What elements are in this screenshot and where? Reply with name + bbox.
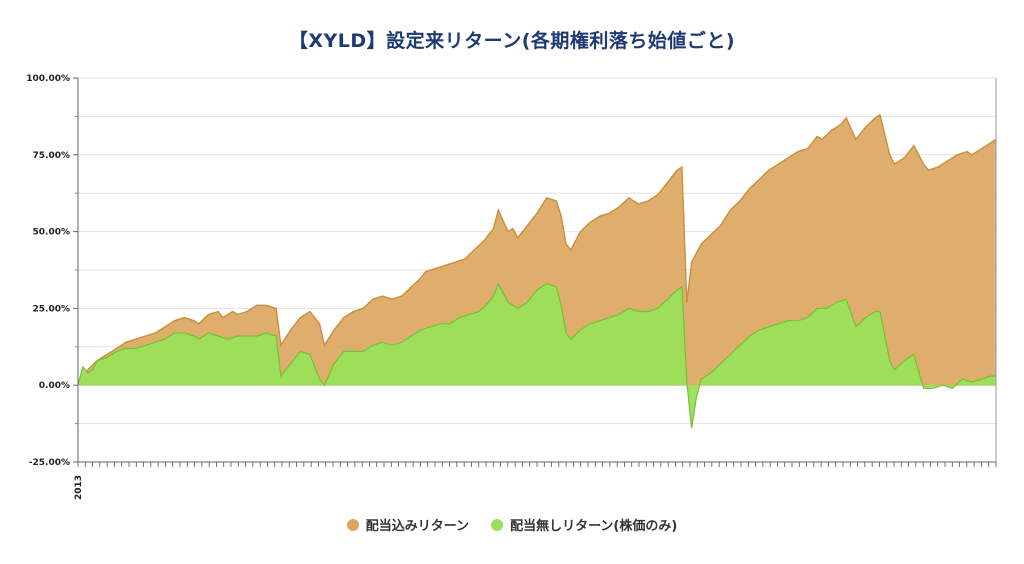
- y-tick-label: 50.00%: [33, 228, 71, 238]
- series-area-price-return: [78, 283, 996, 429]
- legend: 配当込みリターン 配当無しリターン(株価のみ): [0, 515, 1024, 534]
- series-areas: [77, 113, 997, 429]
- y-tick-label: 100.00%: [26, 74, 70, 84]
- legend-marker-price: [491, 518, 504, 531]
- legend-label-price: 配当無しリターン(株価のみ): [510, 519, 678, 534]
- tick-labels: -25.00% 0.00% 25.00% 50.00% 75.00% 100.00% 201…: [26, 74, 84, 500]
- x-tick-label: 2013: [74, 475, 84, 500]
- y-tick-label: 25.00%: [33, 304, 71, 314]
- series-area-total-return: [78, 114, 996, 386]
- legend-item-price-return[interactable]: 配当無しリターン(株価のみ): [491, 515, 677, 534]
- axes: [73, 77, 997, 467]
- y-tick-label: -25.00%: [29, 458, 70, 468]
- legend-marker-total: [346, 518, 359, 531]
- series-line-price-return: [77, 282, 996, 429]
- y-tick-label: 0.00%: [39, 381, 70, 391]
- series-line-total-return: [77, 113, 997, 386]
- y-tick-label: 75.00%: [33, 151, 71, 161]
- legend-label-total: 配当込みリターン: [365, 519, 470, 534]
- chart-title: 【XYLD】設定来リターン(各期権利落ち始値ごと): [288, 30, 736, 52]
- legend-item-total-return[interactable]: 配当込みリターン: [346, 515, 470, 534]
